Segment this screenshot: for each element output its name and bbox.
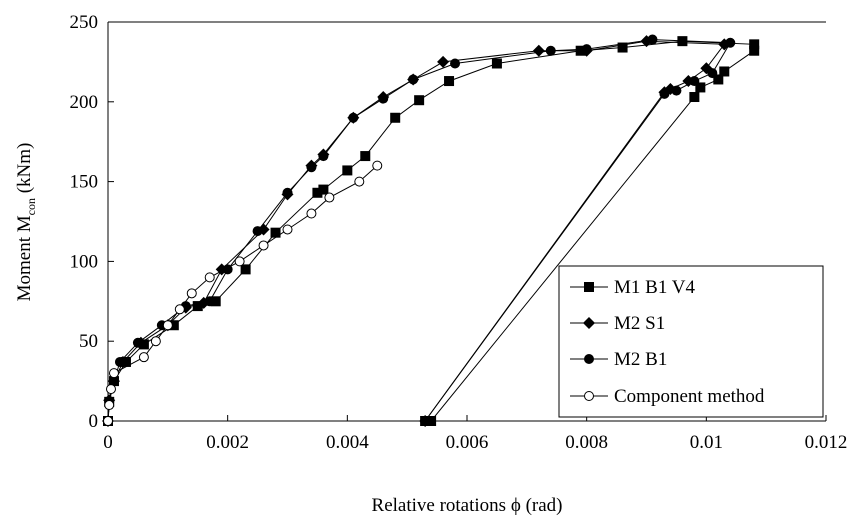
data-point: [270, 227, 281, 238]
data-point: [103, 416, 113, 426]
data-point: [444, 76, 455, 87]
data-point: [437, 55, 450, 68]
data-point: [312, 187, 323, 198]
data-point: [659, 88, 670, 99]
data-point: [647, 34, 658, 45]
legend-swatch-marker: [583, 317, 595, 329]
data-point: [234, 256, 245, 267]
legend-item: M2 B1: [570, 349, 667, 370]
data-point: [342, 165, 353, 176]
data-point: [749, 39, 760, 50]
data-point: [306, 162, 317, 173]
data-point: [414, 95, 425, 106]
data-point: [108, 376, 119, 387]
data-point: [360, 151, 371, 162]
x-tick-label: 0.002: [206, 432, 249, 453]
data-point: [282, 187, 293, 198]
data-point: [132, 337, 143, 348]
data-point: [581, 44, 592, 55]
legend-item: M2 S1: [570, 313, 665, 334]
legend-label: M2 S1: [614, 313, 665, 334]
data-point: [240, 264, 251, 275]
y-tick-label: 0: [89, 411, 99, 432]
x-axis-title: Relative rotations ϕ (rad): [372, 495, 563, 516]
x-tick-label: 0.01: [690, 432, 723, 453]
y-tick-label: 50: [79, 331, 98, 352]
legend-item: Component method: [570, 386, 765, 407]
data-point: [749, 45, 760, 56]
data-point: [390, 112, 401, 123]
data-point: [138, 352, 149, 363]
y-axis-title-sub: con: [24, 198, 38, 215]
data-point: [105, 384, 116, 395]
y-tick-label: 100: [70, 251, 99, 272]
legend-label: Component method: [614, 386, 765, 407]
data-point: [713, 74, 724, 85]
data-point: [210, 296, 221, 307]
y-axis-title: Moment Mcon (kNm): [14, 143, 38, 302]
data-point: [420, 416, 431, 426]
data-point: [318, 184, 329, 195]
data-point: [306, 208, 317, 219]
data-point: [192, 301, 203, 312]
y-axis-title-main: Moment M: [14, 215, 35, 301]
legend-item: M1 B1 V4: [570, 277, 695, 298]
data-point: [104, 400, 115, 411]
data-point: [689, 76, 700, 87]
data-point: [162, 320, 173, 331]
data-point: [408, 74, 419, 85]
data-point: [491, 58, 502, 69]
x-tick-label: 0.004: [326, 432, 369, 453]
legend-swatch-marker: [584, 282, 594, 292]
data-point: [725, 37, 736, 48]
data-point: [318, 151, 329, 162]
data-point: [372, 160, 383, 171]
y-tick-label: 150: [70, 172, 99, 193]
x-tick-label: 0.012: [805, 432, 848, 453]
axis-ticks: 0 0.002 0.004 0.006 0.008 0.01 0.012 0 50 100 150 2…: [70, 12, 848, 453]
legend-box: [558, 265, 824, 418]
legend: M1 B1 V4 M2 S1 M2 B1 Component method: [558, 265, 824, 418]
data-point: [282, 224, 293, 235]
data-point: [204, 296, 215, 307]
data-point: [532, 44, 545, 57]
data-point: [354, 176, 365, 187]
x-tick-label: 0.008: [565, 432, 608, 453]
y-tick-label: 200: [70, 92, 99, 113]
series-3: [103, 160, 383, 426]
series-line: [107, 165, 378, 422]
data-point: [719, 66, 730, 77]
data-point: [114, 356, 125, 367]
x-tick-label: 0.006: [446, 432, 489, 453]
data-point: [545, 45, 556, 56]
data-point: [150, 336, 161, 347]
data-point: [617, 42, 628, 53]
legend-swatch-marker: [584, 391, 594, 401]
data-point: [695, 82, 706, 93]
x-tick-label: 0: [103, 432, 113, 453]
series-2: [103, 34, 736, 426]
legend-swatch-marker: [584, 354, 594, 364]
data-point: [186, 288, 197, 299]
data-point: [108, 368, 119, 379]
data-point: [450, 58, 461, 69]
data-point: [671, 85, 682, 96]
data-point: [174, 304, 185, 315]
series-layer: [102, 34, 760, 427]
data-point: [378, 93, 389, 104]
data-point: [324, 192, 335, 203]
legend-label: M2 B1: [614, 349, 667, 370]
data-point: [204, 272, 215, 283]
legend-label: M1 B1 V4: [614, 277, 695, 298]
data-point: [258, 240, 269, 251]
data-point: [689, 92, 700, 103]
y-tick-label: 250: [70, 12, 99, 33]
y-axis-title-unit: (kNm): [14, 143, 35, 198]
data-point: [707, 68, 718, 79]
data-point: [252, 226, 263, 237]
data-point: [348, 112, 359, 123]
